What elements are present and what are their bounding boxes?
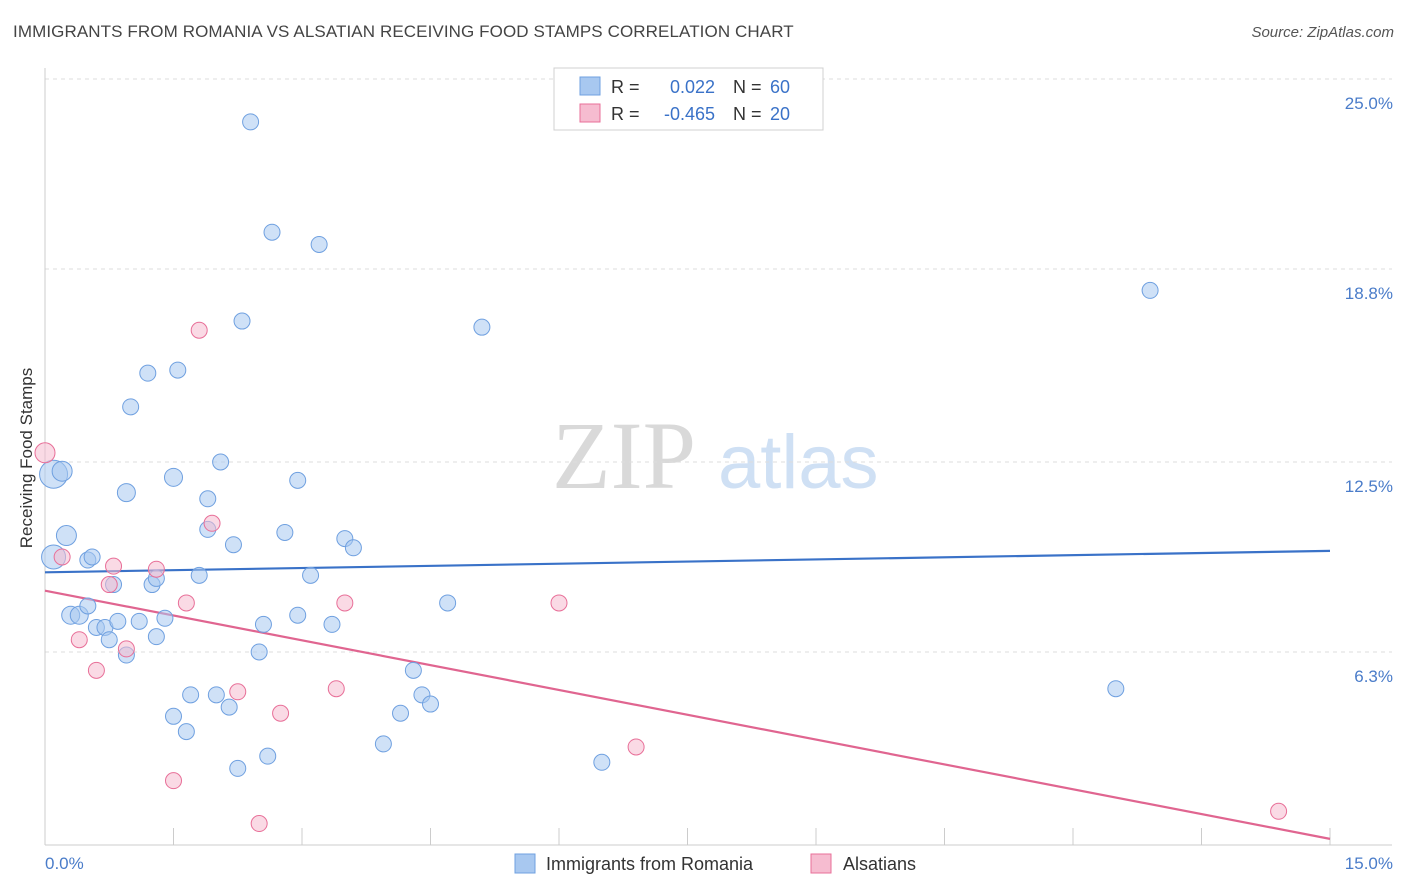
- point-romania: [259, 747, 277, 765]
- point-alsatians: [272, 704, 290, 722]
- point-romania: [139, 364, 157, 382]
- point-romania: [79, 597, 97, 615]
- point-romania: [473, 318, 491, 336]
- point-romania: [190, 566, 208, 584]
- point-romania: [177, 723, 195, 741]
- point-romania: [165, 707, 182, 725]
- point-romania: [1141, 281, 1159, 299]
- trend-lines: [44, 549, 1331, 840]
- point-romania: [302, 566, 320, 584]
- point-alsatians: [165, 772, 182, 790]
- point-romania: [422, 695, 439, 713]
- legend-r-value-1: 0.022: [670, 77, 715, 97]
- legend-n-label-1: N =: [733, 77, 762, 97]
- point-romania: [439, 594, 457, 612]
- point-alsatians: [190, 321, 208, 339]
- point-romania: [233, 312, 251, 330]
- point-romania: [83, 548, 101, 566]
- bottom-legend-swatch-alsatians: [810, 853, 832, 874]
- point-alsatians: [327, 680, 345, 698]
- point-romania: [51, 460, 73, 482]
- point-romania: [250, 643, 268, 661]
- bottom-legend-label-romania: Immigrants from Romania: [546, 854, 754, 874]
- point-romania: [310, 235, 328, 253]
- point-romania: [116, 483, 136, 503]
- data-points: [34, 113, 1288, 833]
- point-alsatians: [100, 576, 118, 594]
- point-romania: [392, 704, 410, 722]
- legend-r-label-2: R =: [611, 104, 640, 124]
- point-romania: [100, 631, 118, 649]
- gridlines: [45, 78, 1392, 653]
- point-romania: [147, 628, 165, 646]
- point-romania: [323, 615, 341, 633]
- point-alsatians: [87, 661, 105, 679]
- point-alsatians: [105, 557, 123, 575]
- legend-n-value-2: 20: [770, 104, 790, 124]
- watermark-zip: ZIP: [552, 402, 696, 509]
- bottom-legend: Immigrants from Romania Alsatians: [514, 853, 916, 874]
- legend-r-label-1: R =: [611, 77, 640, 97]
- point-alsatians: [117, 640, 135, 658]
- point-romania: [1107, 680, 1125, 698]
- point-romania: [289, 606, 307, 624]
- bottom-legend-label-alsatians: Alsatians: [843, 854, 916, 874]
- point-romania: [220, 698, 238, 716]
- point-alsatians: [229, 683, 247, 701]
- point-alsatians: [34, 442, 56, 464]
- point-romania: [224, 536, 242, 554]
- point-alsatians: [70, 631, 88, 649]
- legend-n-value-1: 60: [770, 77, 790, 97]
- chart-source: Source: ZipAtlas.com: [1251, 24, 1394, 41]
- trend-line-alsatians: [44, 589, 1331, 840]
- point-romania: [374, 735, 392, 753]
- point-romania: [130, 612, 148, 630]
- x-tick-label: 0.0%: [45, 854, 84, 873]
- point-romania: [289, 471, 307, 489]
- point-alsatians: [627, 738, 645, 756]
- point-romania: [169, 361, 187, 379]
- legend-n-label-2: N =: [733, 104, 762, 124]
- y-tick-label: 18.8%: [1345, 284, 1393, 303]
- point-alsatians: [336, 594, 354, 612]
- point-romania: [263, 223, 281, 241]
- point-romania: [212, 453, 230, 471]
- point-alsatians: [147, 560, 165, 578]
- point-alsatians: [177, 594, 195, 612]
- point-romania: [199, 490, 217, 508]
- point-romania: [254, 615, 272, 633]
- point-alsatians: [550, 594, 568, 612]
- bottom-legend-swatch-romania: [514, 853, 536, 874]
- y-tick-label: 12.5%: [1345, 477, 1393, 496]
- point-alsatians: [203, 514, 221, 532]
- point-romania: [109, 612, 127, 630]
- point-romania: [404, 661, 422, 679]
- legend-r-value-2: -0.465: [664, 104, 715, 124]
- trend-line-romania: [44, 549, 1331, 574]
- x-tick-label: 15.0%: [1345, 854, 1393, 873]
- point-alsatians: [250, 815, 268, 833]
- point-alsatians: [1270, 802, 1288, 820]
- chart-title: IMMIGRANTS FROM ROMANIA VS ALSATIAN RECE…: [13, 22, 794, 41]
- point-romania: [164, 467, 183, 487]
- point-romania: [207, 686, 225, 704]
- y-tick-label: 6.3%: [1354, 667, 1393, 686]
- point-romania: [55, 525, 77, 547]
- y-tick-label: 25.0%: [1345, 94, 1393, 113]
- legend-swatch-alsatians: [579, 103, 601, 123]
- point-romania: [156, 609, 174, 627]
- point-romania: [229, 759, 247, 777]
- legend-swatch-romania: [579, 76, 601, 96]
- top-legend: R = 0.022 N = 60 R = -0.465 N = 20: [553, 67, 824, 131]
- point-romania: [242, 113, 260, 131]
- point-romania: [344, 539, 362, 557]
- point-romania: [122, 398, 140, 416]
- y-axis-label: Receiving Food Stamps: [17, 368, 36, 548]
- point-romania: [182, 686, 200, 704]
- point-romania: [276, 523, 294, 541]
- point-romania: [593, 753, 611, 771]
- point-alsatians: [53, 548, 71, 566]
